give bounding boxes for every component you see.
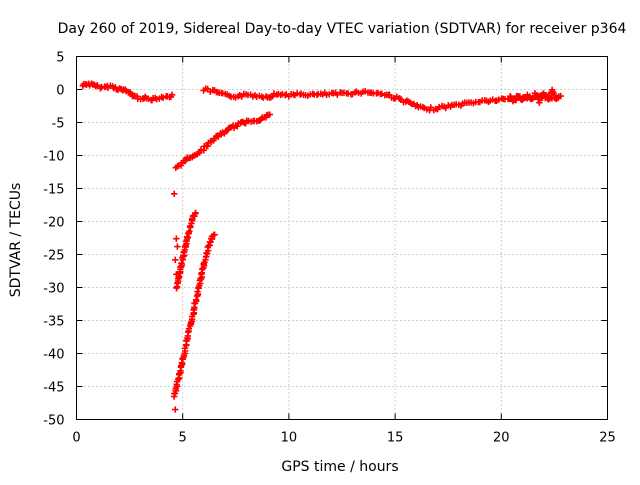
x-tick-label: 5 — [179, 431, 187, 446]
data-point — [192, 210, 199, 217]
y-tick-label: 5 — [56, 51, 64, 66]
data-point — [94, 81, 101, 89]
x-tick-label: 25 — [599, 431, 616, 446]
tick-layer: 0 5 10 15 20 25 5 0 -5 -10 -15 -20 -25 -30 -35 -40 -45 -5… — [43, 51, 616, 446]
data-point — [507, 94, 514, 101]
y-tick-label: -45 — [43, 381, 64, 396]
data-points — [79, 80, 564, 413]
data-point — [281, 92, 289, 99]
y-axis-label: SDTVAR / TECUs — [8, 183, 24, 298]
x-tick-label: 20 — [493, 431, 510, 446]
y-tick-label: -20 — [43, 216, 64, 231]
y-tick-label: -5 — [52, 117, 65, 132]
plot-frame — [76, 56, 608, 420]
y-tick-label: 0 — [56, 84, 64, 99]
data-point — [557, 92, 564, 100]
data-point — [171, 190, 178, 197]
data-point — [172, 256, 179, 263]
x-axis-label: GPS time / hours — [281, 459, 398, 475]
chart-title: Day 260 of 2019, Sidereal Day-to-day VTE… — [58, 21, 627, 37]
y-tick-label: -40 — [43, 348, 64, 363]
y-tick-label: -15 — [43, 183, 64, 198]
data-point — [194, 288, 201, 295]
data-point — [168, 91, 176, 98]
data-point — [198, 266, 206, 273]
data-point — [173, 271, 180, 278]
x-tick-label: 0 — [72, 431, 80, 446]
y-tick-label: -30 — [43, 282, 64, 297]
data-point — [266, 111, 273, 118]
data-point — [159, 94, 167, 101]
data-point — [173, 235, 180, 242]
y-tick-label: -35 — [43, 315, 64, 330]
data-point — [545, 93, 553, 100]
x-tick-label: 15 — [387, 431, 404, 446]
y-tick-label: -10 — [43, 150, 64, 165]
grid-layer — [76, 56, 608, 420]
x-tick-label: 10 — [281, 431, 298, 446]
data-point — [178, 259, 185, 267]
data-point — [174, 163, 181, 170]
data-point — [186, 228, 193, 235]
data-point — [97, 85, 104, 92]
data-point — [211, 231, 218, 238]
y-tick-label: -50 — [43, 414, 64, 429]
data-point — [192, 296, 200, 304]
y-tick-label: -25 — [43, 249, 64, 264]
data-point — [174, 243, 181, 250]
data-point — [172, 406, 179, 413]
data-point — [536, 99, 543, 106]
data-point — [313, 91, 321, 99]
